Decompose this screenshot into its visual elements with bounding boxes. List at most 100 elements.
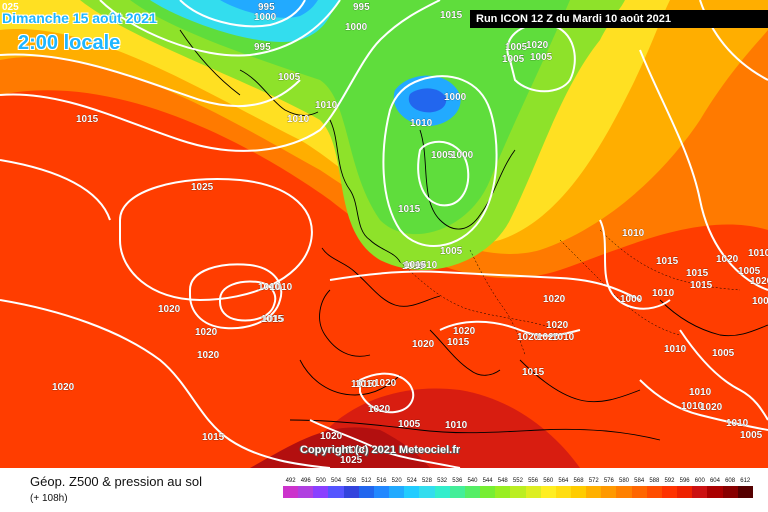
pressure-label: 995: [254, 42, 271, 53]
pressure-label: 1015: [351, 379, 374, 390]
color-scale-swatch: [328, 486, 344, 498]
isobar-995-low: [179, 0, 306, 28]
coastline-norway: [329, 119, 401, 263]
z500-scandinavia-core: [408, 88, 447, 113]
border-line-2: [469, 249, 526, 356]
pressure-label: 1020: [320, 431, 343, 442]
color-scale-tick: 600: [694, 478, 705, 484]
isobar-1020-spain: [359, 372, 415, 414]
pressure-label: 1020: [716, 254, 739, 265]
pressure-label: 1015: [261, 314, 284, 325]
pressure-label: 1025: [191, 182, 214, 193]
color-scale-swatch: [677, 486, 693, 498]
coastline-sweden: [419, 129, 516, 230]
pressure-label: 1000: [451, 150, 474, 161]
pressure-label: 995: [258, 2, 275, 13]
color-scale-swatch: [737, 486, 753, 498]
pressure-label: 1010: [410, 118, 433, 129]
color-scale-tick: 516: [376, 478, 387, 484]
pressure-label: 1010: [258, 282, 281, 293]
pressure-label: 1020: [543, 294, 566, 305]
color-scale-tick: 576: [603, 478, 614, 484]
pressure-label: 1020: [750, 276, 768, 287]
border-line-3: [559, 239, 681, 336]
pressure-label: 1000: [444, 92, 467, 103]
pressure-label: 1000: [752, 296, 768, 307]
color-scale-tick: 556: [528, 478, 539, 484]
color-scale-tick: 592: [664, 478, 675, 484]
color-scale-tick: 520: [391, 478, 402, 484]
forecast-lead-time: (+ 108h): [30, 493, 68, 504]
pressure-label: 1020: [546, 320, 569, 331]
color-scale-ticks: 492 496 500 504 508 512 516 520 524 528 532 536 540 5…: [283, 476, 753, 486]
color-scale-swatch: [646, 486, 662, 498]
pressure-label: 1020: [345, 445, 368, 456]
color-scale-swatch: [616, 486, 632, 498]
pressure-label: 1005: [740, 430, 763, 441]
coastline-balkans: [519, 359, 641, 403]
pressure-label: 1010: [315, 100, 338, 111]
pressure-label: 1005: [530, 52, 553, 63]
color-scale-swatch: [692, 486, 708, 498]
color-scale-tick: 608: [725, 478, 736, 484]
pressure-label: 1000: [254, 12, 277, 23]
pressure-label: 1000: [345, 22, 368, 33]
pressure-label: 1010: [622, 228, 645, 239]
z500-green-core: [130, 0, 570, 235]
pressure-label: 1020: [368, 404, 391, 415]
pressure-label: 1020: [197, 350, 220, 361]
isobar-1015-azores: [219, 280, 277, 322]
isobar-1005-russia: [506, 23, 576, 93]
color-scale-swatch: [525, 486, 541, 498]
pressure-label: 1015: [440, 10, 463, 21]
corner-pressure-label: 025: [2, 2, 19, 13]
isobar-1020-atlantic: [0, 299, 331, 468]
color-scale-swatch: [570, 486, 587, 498]
isobar-1000-low: [99, 0, 341, 57]
pressure-label: 1005: [278, 72, 301, 83]
coastline-black-sea: [659, 299, 768, 337]
color-scale-tick: 548: [497, 478, 508, 484]
pressure-label: 1015: [686, 268, 709, 279]
color-scale-tick: 552: [512, 478, 523, 484]
color-scale-swatch: [495, 486, 511, 498]
color-scale-swatch: [373, 486, 390, 498]
color-scale-swatch: [722, 486, 738, 498]
isobar-1020-alps: [439, 320, 581, 337]
pressure-label: 1010: [402, 261, 425, 272]
pressure-label: 1020: [526, 40, 549, 51]
color-scale-tick: 524: [406, 478, 417, 484]
color-scale-bar: [283, 486, 753, 498]
isobar-1010-southeast: [679, 329, 768, 421]
color-scale-tick: 532: [437, 478, 448, 484]
color-scale-tick: 584: [634, 478, 645, 484]
color-scale-swatch: [449, 486, 465, 498]
pressure-label: 995: [353, 2, 370, 13]
color-scale-tick: 612: [740, 478, 751, 484]
color-scale-swatch: [283, 486, 299, 498]
color-scale-tick: 496: [300, 478, 311, 484]
color-scale-tick: 544: [482, 478, 493, 484]
pressure-label: 1000: [620, 294, 643, 305]
pressure-label: 1015: [404, 260, 427, 271]
color-scale-swatch: [631, 486, 647, 498]
pressure-label: 1020: [195, 327, 218, 338]
pressure-label: 1005: [505, 42, 528, 53]
color-scale-tick: 508: [346, 478, 357, 484]
pressure-label: 1020: [453, 326, 476, 337]
color-scale-swatch: [343, 486, 359, 498]
pressure-label: 1015: [76, 114, 99, 125]
pressure-label: 1010: [681, 401, 704, 412]
color-scale-tick: 504: [331, 478, 342, 484]
isobars: [0, 0, 768, 468]
pressure-label: 1005: [502, 54, 525, 65]
pressure-label: 1020: [52, 382, 75, 393]
pressure-label: 1010: [552, 332, 575, 343]
color-scale-swatch: [389, 486, 405, 498]
color-scale-swatch: [358, 486, 374, 498]
coastline-greenland: [179, 29, 241, 96]
color-scale-tick: 536: [452, 478, 463, 484]
pressure-label: 1020: [537, 332, 560, 343]
